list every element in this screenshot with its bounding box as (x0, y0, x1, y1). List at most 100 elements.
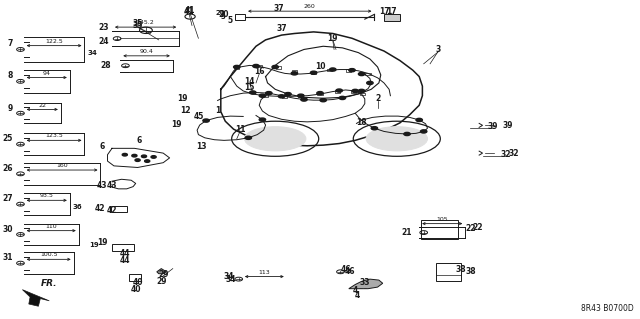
Text: 36: 36 (73, 204, 83, 211)
Text: 38: 38 (456, 265, 466, 274)
Text: 1: 1 (215, 106, 220, 115)
Text: 5: 5 (221, 14, 225, 19)
Polygon shape (349, 279, 383, 289)
Text: 41: 41 (184, 7, 194, 16)
Text: 39: 39 (502, 121, 513, 130)
Text: 19: 19 (171, 120, 181, 129)
Text: 37: 37 (276, 24, 287, 33)
Text: 110: 110 (45, 224, 57, 229)
Text: 19: 19 (328, 34, 338, 43)
Polygon shape (22, 290, 49, 306)
Bar (282, 95, 287, 98)
Text: 22: 22 (38, 102, 46, 108)
Circle shape (352, 89, 358, 93)
Text: 33: 33 (360, 278, 370, 287)
Circle shape (339, 96, 346, 100)
Circle shape (404, 132, 410, 136)
Circle shape (416, 118, 422, 122)
Text: 19: 19 (97, 238, 108, 247)
Text: 29: 29 (156, 277, 166, 286)
Text: 44: 44 (120, 249, 130, 258)
Text: 41: 41 (185, 6, 195, 15)
Text: 10: 10 (315, 63, 325, 71)
Text: 14: 14 (244, 77, 255, 86)
Circle shape (320, 99, 326, 102)
Text: 25: 25 (3, 134, 13, 143)
Text: 23: 23 (99, 23, 109, 32)
Ellipse shape (366, 127, 428, 151)
Text: 27: 27 (2, 194, 13, 203)
Text: 31: 31 (3, 253, 13, 262)
Circle shape (141, 155, 147, 158)
Circle shape (145, 160, 150, 162)
Text: 24: 24 (99, 37, 109, 46)
Circle shape (291, 72, 298, 75)
Text: 20: 20 (216, 10, 225, 16)
Text: 6: 6 (100, 142, 105, 151)
Text: 105: 105 (436, 217, 448, 222)
Text: 8R43 B0700D: 8R43 B0700D (581, 304, 634, 313)
Text: 34: 34 (88, 50, 97, 56)
Text: 29: 29 (158, 270, 168, 279)
Circle shape (420, 130, 427, 133)
Text: 2: 2 (375, 94, 380, 103)
Text: 13: 13 (196, 142, 207, 151)
Text: 28: 28 (100, 61, 111, 70)
Text: 40: 40 (131, 285, 141, 293)
Text: 35: 35 (132, 21, 143, 30)
Text: 160: 160 (56, 163, 68, 168)
Text: 5: 5 (228, 16, 233, 25)
Text: 7: 7 (8, 39, 13, 48)
Text: 4: 4 (353, 286, 358, 295)
Text: 16: 16 (254, 67, 264, 76)
Text: 145.2: 145.2 (137, 20, 154, 25)
Circle shape (234, 65, 240, 69)
Circle shape (135, 159, 140, 161)
Text: FR.: FR. (40, 279, 57, 288)
Circle shape (132, 154, 137, 157)
Text: 26: 26 (3, 164, 13, 173)
Circle shape (310, 71, 317, 74)
Text: 11: 11 (235, 125, 245, 134)
Circle shape (349, 69, 355, 72)
Circle shape (259, 94, 266, 97)
Bar (436, 263, 461, 281)
Circle shape (250, 91, 256, 94)
Text: 40: 40 (132, 278, 143, 287)
Circle shape (330, 68, 336, 71)
Bar (234, 66, 239, 69)
Text: 46: 46 (340, 265, 351, 274)
Text: 3: 3 (436, 45, 441, 54)
Text: 6: 6 (137, 136, 142, 145)
Text: 17: 17 (379, 7, 389, 16)
Bar (311, 71, 316, 74)
Circle shape (358, 89, 365, 93)
Bar (360, 93, 365, 95)
Circle shape (301, 98, 307, 101)
Text: 21: 21 (401, 228, 412, 237)
Polygon shape (157, 269, 166, 274)
Bar (263, 94, 268, 97)
Text: 42: 42 (107, 206, 117, 215)
Bar (346, 69, 351, 72)
Text: 44: 44 (120, 256, 130, 265)
Circle shape (358, 72, 365, 76)
Text: 45: 45 (193, 112, 204, 121)
Text: 113: 113 (259, 270, 270, 275)
Bar (335, 90, 340, 93)
Bar (276, 66, 281, 69)
Text: 39: 39 (488, 122, 498, 130)
Text: 34: 34 (225, 275, 236, 284)
Text: 37: 37 (273, 4, 284, 13)
Circle shape (203, 119, 209, 122)
Text: 12: 12 (180, 106, 191, 115)
Bar (257, 65, 262, 67)
Circle shape (336, 89, 342, 92)
Circle shape (285, 93, 291, 96)
Text: 22: 22 (472, 223, 483, 232)
Text: 8: 8 (8, 71, 13, 80)
Bar (129, 274, 141, 281)
Text: 32: 32 (509, 149, 519, 158)
Text: 93.5: 93.5 (40, 193, 54, 198)
Circle shape (278, 95, 285, 98)
